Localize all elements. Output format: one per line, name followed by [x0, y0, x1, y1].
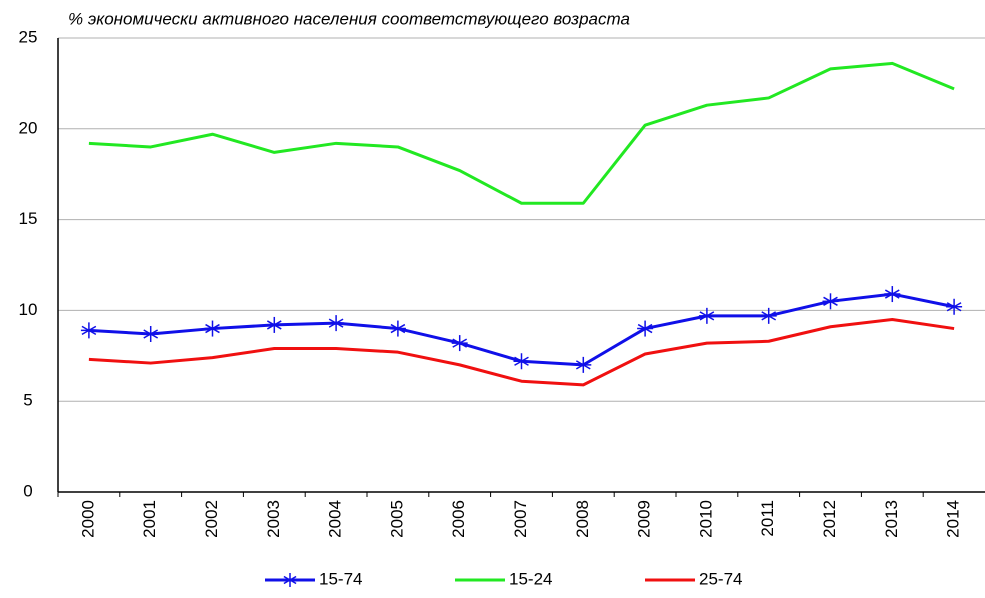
x-tick-label: 2011 [758, 500, 777, 537]
x-tick-label: 2014 [944, 500, 963, 538]
x-tick-label: 2005 [387, 500, 406, 538]
point-marker [80, 322, 97, 339]
point-marker [822, 293, 839, 310]
x-tick-label: 2010 [696, 500, 715, 538]
series-line [88, 317, 955, 387]
point-marker [575, 356, 592, 373]
legend-label: 15-24 [509, 569, 552, 588]
point-marker [760, 307, 777, 324]
point-marker [142, 326, 159, 343]
x-tick-label: 2009 [635, 500, 654, 538]
x-tick-label: 2007 [511, 500, 530, 538]
x-tick-label: 2002 [202, 500, 221, 538]
x-tick-label: 2008 [573, 500, 592, 538]
legend-marker [283, 573, 297, 587]
y-tick-label: 25 [19, 27, 38, 46]
point-marker [266, 316, 283, 333]
point-marker [946, 298, 963, 315]
x-tick-label: 2012 [820, 500, 839, 538]
x-tick-label: 2013 [882, 500, 901, 538]
x-tick-label: 2000 [78, 500, 97, 538]
point-marker [884, 286, 901, 303]
x-tick-label: 2001 [140, 500, 159, 538]
x-tick-label: 2003 [264, 500, 283, 538]
point-marker [513, 353, 530, 370]
y-tick-label: 20 [19, 118, 38, 137]
point-marker [328, 315, 345, 332]
legend-label: 15-74 [319, 569, 362, 588]
point-marker [389, 320, 406, 337]
point-marker [637, 320, 654, 337]
point-marker [451, 335, 468, 352]
x-tick-label: 2006 [449, 500, 468, 538]
series-line [88, 61, 955, 205]
legend-label: 25-74 [699, 569, 742, 588]
y-tick-label: 15 [19, 209, 38, 228]
y-tick-label: 5 [23, 391, 32, 410]
chart-title: % экономически активного населения соотв… [68, 9, 630, 28]
point-marker [698, 307, 715, 324]
y-tick-label: 0 [23, 481, 32, 500]
y-tick-label: 10 [19, 300, 38, 319]
x-tick-label: 2004 [326, 500, 345, 538]
point-marker [204, 320, 221, 337]
